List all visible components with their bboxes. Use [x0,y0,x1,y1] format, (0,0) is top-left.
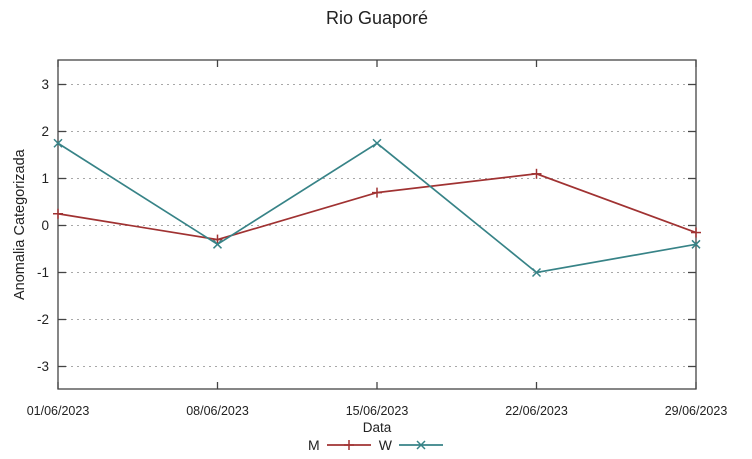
xtick-label: 22/06/2023 [505,404,568,418]
ytick-label: 2 [41,124,49,139]
xtick-label: 15/06/2023 [346,404,409,418]
ytick-label: -2 [37,312,49,327]
xtick-label: 08/06/2023 [186,404,249,418]
x-axis-label: Data [362,420,392,435]
plot-border [57,59,697,390]
legend-item-m: M [308,437,372,453]
xtick-label: 29/06/2023 [665,404,728,418]
ytick-label: 3 [41,77,49,92]
legend: M W [0,437,752,453]
legend-label-m: M [308,437,320,453]
series-line-m [57,172,697,241]
x-marker [691,239,701,249]
x-marker [531,267,542,278]
chart-title: Rio Guaporé [325,8,429,28]
ytick-label: 0 [41,218,49,233]
legend-sample-m-line [326,440,371,450]
series-line-w [57,142,697,274]
x-marker [416,440,426,450]
ytick-label: -1 [37,265,49,280]
legend-label-w: W [378,437,392,453]
x-marker [372,138,382,148]
legend-sample-w-line [398,440,443,450]
legend-item-w: W [379,437,444,453]
ytick-label: -3 [37,359,49,374]
xtick-label: 01/06/2023 [27,404,90,418]
ytick-label: 1 [41,171,49,186]
x-marker [212,239,223,249]
x-marker [53,138,63,148]
